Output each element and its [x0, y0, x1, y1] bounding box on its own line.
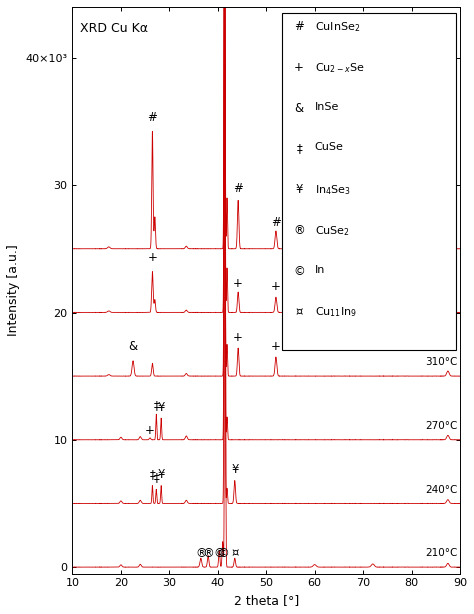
Text: +: +: [271, 281, 281, 293]
Text: ®: ®: [195, 546, 207, 559]
Text: ¤: ¤: [231, 546, 238, 559]
Text: &: &: [128, 340, 137, 353]
Text: 210°C: 210°C: [425, 548, 457, 558]
Text: ¥: ¥: [157, 468, 165, 481]
Text: #: #: [294, 20, 304, 33]
Text: #: #: [327, 227, 337, 240]
Text: Cu$_{2-x}$Se: Cu$_{2-x}$Se: [315, 61, 365, 74]
Text: #: #: [365, 227, 375, 240]
Text: ®: ®: [293, 224, 305, 237]
Text: +: +: [233, 332, 243, 344]
Text: CuSe: CuSe: [315, 142, 344, 152]
Text: ¥: ¥: [295, 183, 303, 196]
Text: In$_4$Se$_3$: In$_4$Se$_3$: [315, 183, 351, 197]
Text: ¤: ¤: [295, 306, 303, 319]
Text: +: +: [145, 424, 155, 437]
Text: +: +: [294, 61, 304, 74]
Text: XRD Cu Kα: XRD Cu Kα: [80, 22, 148, 35]
Text: 240°C: 240°C: [425, 484, 457, 495]
Text: +: +: [271, 340, 281, 353]
Text: +: +: [147, 251, 157, 264]
Text: +: +: [233, 277, 243, 290]
Y-axis label: Intensity [a.u.]: Intensity [a.u.]: [7, 244, 20, 336]
Text: &: &: [295, 101, 304, 115]
Text: 270°C: 270°C: [425, 421, 457, 431]
Text: ‡: ‡: [149, 468, 155, 481]
Text: Cu$_{11}$In$_9$: Cu$_{11}$In$_9$: [315, 306, 356, 319]
Text: #: #: [443, 228, 453, 241]
Text: ®: ®: [202, 546, 214, 559]
Text: ¥: ¥: [231, 462, 238, 476]
FancyBboxPatch shape: [282, 13, 456, 351]
Text: ©: ©: [218, 546, 229, 559]
Text: 310°C: 310°C: [425, 357, 457, 367]
Text: #: #: [233, 182, 243, 195]
Text: #: #: [147, 111, 157, 124]
Text: ©: ©: [293, 265, 305, 278]
Text: In: In: [315, 265, 325, 275]
Text: ¥: ¥: [157, 402, 165, 414]
Text: #: #: [271, 216, 281, 228]
Text: CuSe$_2$: CuSe$_2$: [315, 224, 350, 238]
Text: InSe: InSe: [315, 101, 339, 112]
Text: ‡: ‡: [154, 472, 159, 484]
Text: CuInSe$_2$: CuInSe$_2$: [315, 20, 360, 34]
Text: 380°C: 380°C: [425, 230, 457, 240]
X-axis label: 2 theta [°]: 2 theta [°]: [234, 594, 299, 607]
Text: 340°C: 340°C: [425, 293, 457, 304]
Text: ©: ©: [213, 546, 225, 559]
Text: ‡: ‡: [154, 399, 159, 412]
Text: ‡: ‡: [296, 142, 302, 155]
